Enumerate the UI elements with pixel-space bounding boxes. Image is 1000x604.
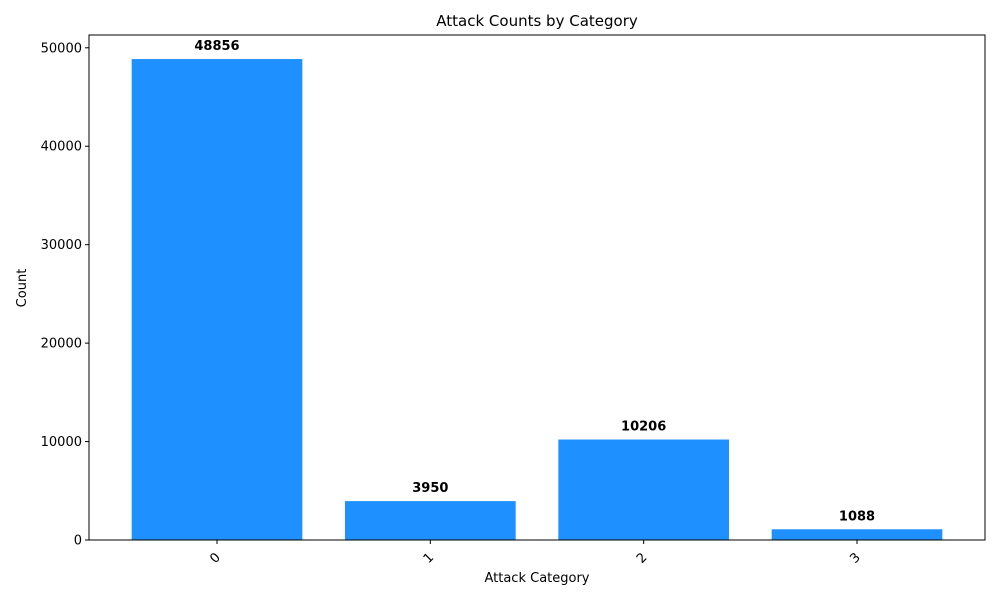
y-axis-label: Count [15, 269, 30, 308]
data-label-3: 1088 [839, 509, 875, 524]
data-label-0: 48856 [194, 39, 239, 54]
chart-title: Attack Counts by Category [436, 12, 638, 30]
bar-3 [771, 529, 943, 540]
data-label-1: 3950 [412, 481, 448, 496]
bar-0 [131, 59, 303, 541]
x-axis-label: Attack Category [484, 571, 589, 586]
bar-1 [345, 501, 516, 540]
x-tick-label: 3 [847, 550, 863, 566]
y-tick-label: 30000 [41, 238, 82, 253]
plot-area: 48856 3950 10206 1088 0 10000 20000 30000 40000 5… [41, 34, 986, 567]
data-label-2: 10206 [621, 420, 666, 435]
y-tick-label: 0 [74, 534, 82, 549]
bar-2 [558, 439, 729, 540]
y-tick-label: 40000 [41, 140, 82, 155]
x-tick-label: 2 [634, 550, 650, 566]
plot-frame [88, 34, 986, 541]
x-tick-label: 0 [207, 550, 223, 566]
x-tick-label: 1 [421, 550, 437, 566]
y-tick-label: 10000 [41, 435, 82, 450]
y-tick-label: 50000 [41, 41, 82, 56]
y-tick-label: 20000 [41, 337, 82, 352]
